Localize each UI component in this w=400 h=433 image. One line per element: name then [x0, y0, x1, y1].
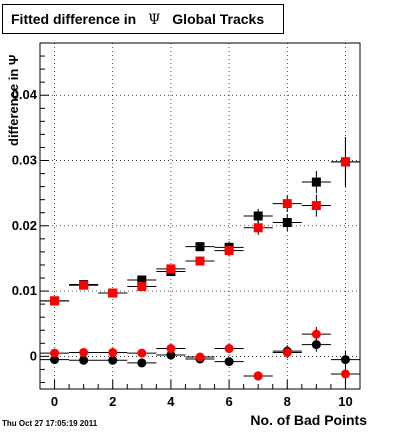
- data-point-square: [166, 264, 176, 274]
- x-tick-label: 2: [109, 394, 116, 409]
- data-point-square: [137, 275, 147, 285]
- y-tick-label: 0: [30, 348, 37, 363]
- y-tick-label: 0.04: [12, 87, 38, 102]
- data-point-circle: [224, 357, 234, 367]
- data-point-circle: [340, 369, 350, 379]
- x-tick-label: 6: [225, 394, 232, 409]
- data-point-circle: [50, 355, 60, 365]
- data-point-square: [195, 242, 205, 252]
- x-axis-label: No. of Bad Points: [250, 412, 367, 428]
- data-point-square: [108, 288, 118, 298]
- data-point-circle: [340, 355, 350, 365]
- data-point-circle: [282, 347, 292, 357]
- x-tick-label: 8: [284, 394, 291, 409]
- psi-symbol: Ψ: [148, 12, 161, 28]
- title-box: Fitted difference in Ψ Global Tracks: [2, 4, 284, 34]
- timestamp: Thu Oct 27 17:05:19 2011: [2, 419, 98, 428]
- chart-title: Fitted difference in Ψ Global Tracks: [11, 11, 264, 28]
- y-axis-label: difference in Ψ: [6, 54, 21, 146]
- data-point-square: [224, 246, 234, 256]
- data-point-circle: [79, 355, 89, 365]
- data-point-circle: [253, 371, 263, 381]
- data-point-square: [137, 282, 147, 292]
- data-point-circle: [137, 358, 147, 368]
- data-point-circle: [166, 350, 176, 360]
- y-tick-label: 0.03: [12, 153, 37, 168]
- x-tick-label: 4: [167, 394, 175, 409]
- data-point-circle: [195, 352, 205, 362]
- data-point-square: [50, 296, 60, 306]
- y-tick-label: 0.01: [12, 283, 37, 298]
- data-point-square: [282, 199, 292, 209]
- data-point-square: [340, 157, 350, 167]
- data-point-square: [282, 218, 292, 228]
- data-point-circle: [166, 344, 176, 354]
- data-point-circle: [311, 329, 321, 339]
- x-tick-label: 10: [338, 394, 352, 409]
- data-point-square: [195, 256, 205, 266]
- data-point-circle: [108, 355, 118, 365]
- x-tick-label: 0: [51, 394, 58, 409]
- data-point-circle: [50, 348, 60, 358]
- y-tick-label: 0.02: [12, 218, 37, 233]
- chart-title-prefix: Fitted difference in: [11, 11, 137, 27]
- data-point-square: [79, 280, 89, 290]
- data-point-square: [253, 211, 263, 221]
- data-point-circle: [311, 340, 321, 350]
- data-point-circle: [224, 344, 234, 354]
- data-point-square: [311, 177, 321, 187]
- data-point-circle: [137, 348, 147, 358]
- data-point-circle: [79, 347, 89, 357]
- chart-title-suffix: Global Tracks: [172, 11, 265, 27]
- data-point-circle: [108, 347, 118, 357]
- data-point-square: [253, 223, 263, 233]
- data-point-square: [311, 201, 321, 211]
